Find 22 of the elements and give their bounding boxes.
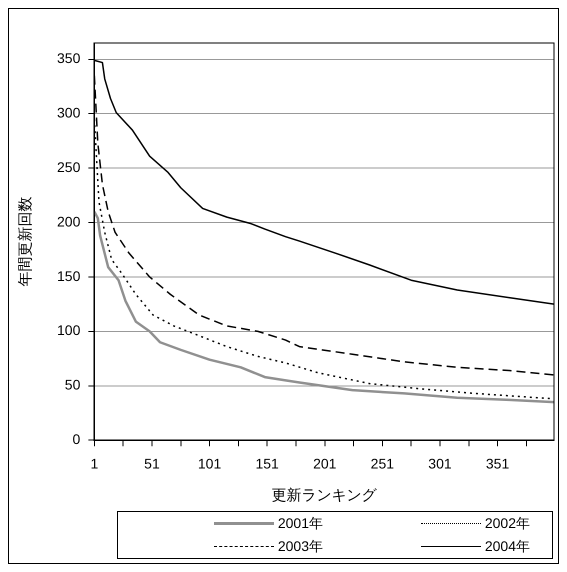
legend-label: 2001年 (278, 514, 323, 532)
x-tick-label: 251 (370, 455, 394, 472)
x-tick-label: 101 (198, 455, 222, 472)
x-tick-label: 151 (255, 455, 280, 472)
legend-label: 2003年 (278, 538, 323, 556)
y-axis-title: 年間更新回数 (17, 196, 34, 287)
y-tick-label: 150 (57, 268, 81, 284)
x-axis-title: 更新ランキング (272, 487, 378, 504)
y-tick-label: 200 (57, 213, 81, 230)
y-tick-label: 250 (57, 159, 81, 176)
y-tick-label: 300 (57, 104, 81, 121)
y-tick-label: 0 (72, 431, 81, 448)
y-tick-label: 50 (64, 376, 81, 393)
x-tick-label: 1 (90, 455, 98, 472)
legend-label: 2004年 (484, 538, 530, 556)
x-tick-label: 51 (144, 455, 160, 472)
y-tick-label: 100 (57, 322, 81, 338)
x-tick-label: 351 (486, 455, 510, 472)
legend-label: 2002年 (484, 514, 530, 532)
y-tick-label: 350 (57, 50, 81, 66)
x-tick-label: 201 (313, 455, 337, 472)
x-tick-label: 301 (428, 455, 452, 472)
